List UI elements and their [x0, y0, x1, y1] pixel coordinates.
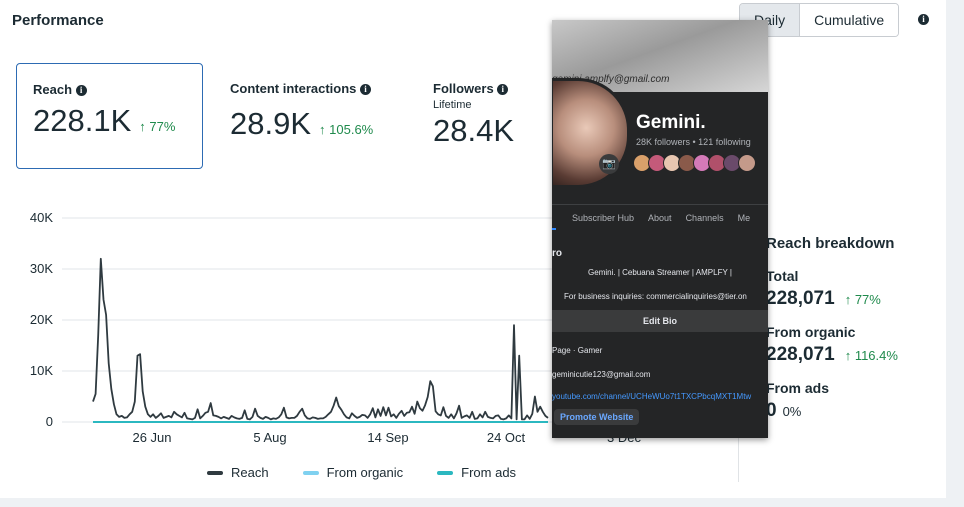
breakdown-organic-value: 228,071 — [766, 344, 835, 365]
reach-breakdown: Reach breakdown Total 228,071 ↑ 77% From … — [766, 235, 898, 436]
info-icon[interactable]: i — [360, 84, 372, 95]
chart-legend: Reach From organic From ads — [207, 465, 516, 480]
breakdown-total-value: 228,071 — [766, 288, 835, 309]
x-tick-label: 14 Sep — [367, 430, 408, 445]
followers-sublabel: Lifetime — [433, 99, 472, 111]
bio-line: For business inquiries: commercialinquir… — [564, 292, 747, 301]
tab-about[interactable]: About — [648, 213, 672, 223]
breakdown-total-change: ↑ 77% — [845, 292, 881, 307]
camera-icon[interactable]: 📷 — [599, 154, 619, 174]
cumulative-toggle-button[interactable]: Cumulative — [800, 4, 899, 36]
reach-change: ↑ 77% — [139, 119, 175, 134]
bio-line: Gemini. | Cebuana Streamer | AMPLFY | — [588, 268, 732, 277]
breakdown-ads-label: From ads — [766, 380, 830, 396]
page-category: Page · Gamer — [552, 346, 603, 355]
arrow-up-icon: ↑ — [319, 122, 326, 137]
cover-email: gemini.amplfy@gmail.com — [552, 74, 670, 85]
legend-item-reach[interactable]: Reach — [207, 465, 269, 480]
profile-avatar[interactable]: 📷 — [552, 78, 630, 188]
edit-bio-button[interactable]: Edit Bio — [552, 310, 768, 332]
avatar — [738, 154, 756, 172]
arrow-up-icon: ↑ — [844, 348, 852, 363]
legend-swatch — [207, 470, 223, 475]
info-icon[interactable]: i — [497, 84, 509, 95]
info-icon[interactable]: i — [75, 85, 87, 96]
content-interactions-label: Content interactions — [230, 81, 357, 96]
followers-label: Followers — [433, 81, 494, 96]
reach-value: 228.1K — [33, 103, 132, 138]
x-tick-label: 26 Jun — [132, 430, 171, 445]
legend-item-ads[interactable]: From ads — [437, 465, 516, 480]
breakdown-title: Reach breakdown — [766, 235, 895, 252]
profile-stats: 28K followers • 121 following — [636, 137, 751, 147]
breakdown-total: Total 228,071 ↑ 77% — [766, 268, 898, 310]
breakdown-ads-change: 0% — [782, 404, 802, 419]
y-tick-label: 0 — [46, 414, 53, 429]
follower-avatars — [633, 154, 756, 172]
arrow-up-icon: ↑ — [844, 292, 852, 307]
content-interactions-change: ↑ 105.6% — [319, 122, 373, 137]
legend-swatch — [437, 470, 454, 475]
y-tick-label: 40K — [30, 210, 53, 225]
y-tick-label: 20K — [30, 312, 53, 327]
youtube-link[interactable]: youtube.com/channel/UCHeWUo7t1TXCPbcqMXT… — [552, 392, 752, 401]
breakdown-ads: From ads 0 0% — [766, 380, 898, 422]
tab-subscriber-hub[interactable]: Subscriber Hub — [572, 213, 635, 223]
tab-more[interactable]: Me — [737, 213, 751, 223]
content-interactions-value: 28.9K — [230, 106, 312, 141]
arrow-up-icon: ↑ — [139, 119, 146, 134]
breakdown-total-change-value: 77% — [854, 292, 881, 307]
promote-website-button[interactable]: Promote Website — [554, 409, 640, 425]
legend-label: From organic — [326, 465, 404, 480]
breakdown-total-label: Total — [766, 268, 799, 284]
followers-value: 28.4K — [433, 113, 515, 148]
profile-preview-overlay: gemini.amplfy@gmail.com 📷 Gemini. 28K fo… — [552, 20, 768, 438]
legend-label: From ads — [461, 465, 517, 480]
breakdown-organic-label: From organic — [766, 324, 856, 340]
reach-change-value: 77% — [149, 119, 176, 134]
active-tab-indicator — [552, 228, 556, 230]
avatar — [552, 78, 630, 188]
followers-metric[interactable]: Followers i Lifetime 28.4K — [433, 81, 514, 149]
page-title: Performance — [12, 12, 104, 29]
profile-name: Gemini. — [636, 112, 706, 133]
breakdown-organic-change-value: 116.4% — [854, 348, 898, 363]
x-tick-label: 5 Aug — [253, 430, 286, 445]
performance-card: Performance Daily Cumulative i Reach i 2… — [0, 0, 946, 498]
tab-channels[interactable]: Channels — [685, 213, 724, 223]
profile-tabs: Subscriber Hub About Channels Me — [552, 204, 768, 230]
profile-email[interactable]: geminicutie123@gmail.com — [552, 370, 651, 379]
reach-metric-card[interactable]: Reach i 228.1K ↑ 77% — [16, 63, 203, 169]
legend-item-organic[interactable]: From organic — [302, 465, 404, 480]
reach-label: Reach — [33, 82, 73, 97]
y-tick-label: 30K — [30, 261, 53, 276]
content-interactions-metric[interactable]: Content interactions i 28.9K ↑ 105.6% — [230, 81, 373, 142]
legend-swatch — [302, 470, 319, 475]
content-interactions-change-value: 105.6% — [329, 122, 374, 137]
y-tick-label: 10K — [30, 363, 53, 378]
breakdown-organic-change: ↑ 116.4% — [845, 348, 898, 363]
legend-label: Reach — [231, 465, 269, 480]
series-line-reach — [92, 257, 549, 421]
info-icon[interactable]: i — [918, 14, 929, 25]
breakdown-ads-value: 0 — [766, 400, 777, 421]
x-tick-label: 24 Oct — [487, 430, 526, 445]
intro-heading: ro — [552, 248, 562, 259]
breakdown-organic: From organic 228,071 ↑ 116.4% — [766, 324, 898, 366]
